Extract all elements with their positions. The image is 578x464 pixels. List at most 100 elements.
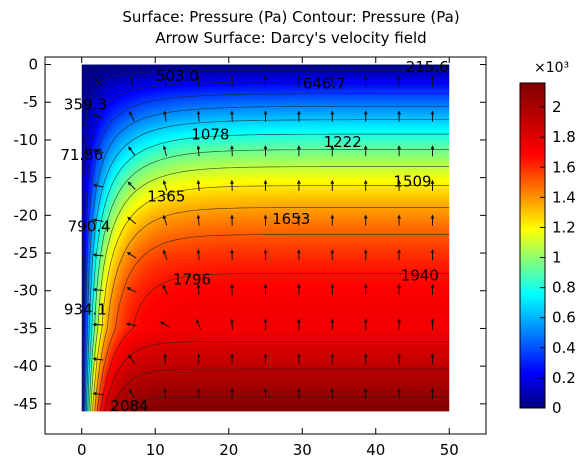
velocity-arrow bbox=[162, 145, 167, 157]
velocity-arrow bbox=[363, 179, 368, 191]
velocity-arrow bbox=[126, 287, 137, 293]
colorbar-tick-label: 2 bbox=[552, 98, 562, 116]
velocity-arrow bbox=[196, 387, 201, 399]
contour-label: 1365 bbox=[147, 188, 185, 206]
contour-label: 71.86 bbox=[60, 146, 103, 164]
velocity-arrow bbox=[127, 181, 136, 190]
velocity-arrow bbox=[397, 353, 401, 365]
y-tick-label: 0 bbox=[28, 56, 38, 74]
velocity-arrow bbox=[230, 179, 234, 191]
velocity-arrow bbox=[128, 388, 136, 399]
velocity-arrow bbox=[92, 218, 104, 223]
velocity-arrow bbox=[363, 387, 368, 399]
y-tick-label: -10 bbox=[14, 131, 39, 149]
colorbar-tick-label: 1.6 bbox=[552, 158, 576, 176]
velocity-arrow bbox=[263, 179, 268, 191]
contour-label: 1796 bbox=[173, 270, 211, 288]
velocity-arrow bbox=[127, 216, 137, 225]
velocity-arrow bbox=[129, 75, 134, 87]
velocity-arrow bbox=[230, 387, 234, 399]
contour-line-13 bbox=[110, 368, 450, 412]
velocity-arrow bbox=[196, 283, 201, 296]
velocity-arrow bbox=[397, 249, 401, 261]
velocity-arrow bbox=[263, 249, 268, 261]
velocity-arrow bbox=[94, 77, 102, 87]
colorbar-tick-label: 0.6 bbox=[552, 309, 576, 327]
velocity-arrow bbox=[263, 387, 268, 399]
velocity-arrow bbox=[230, 214, 234, 226]
contour-label: 646.7 bbox=[303, 74, 346, 92]
velocity-arrow bbox=[163, 353, 167, 365]
colorbar-tick-label: 1.4 bbox=[552, 188, 576, 206]
velocity-arrow bbox=[330, 283, 335, 295]
velocity-arrow bbox=[363, 110, 368, 122]
velocity-arrow bbox=[397, 387, 401, 399]
velocity-arrow bbox=[125, 322, 137, 327]
contour-label: 359.3 bbox=[64, 96, 107, 114]
velocity-arrow bbox=[363, 75, 368, 87]
pressure-contours bbox=[81, 69, 450, 412]
velocity-arrow bbox=[330, 387, 335, 399]
velocity-arrows bbox=[92, 75, 435, 400]
velocity-arrow bbox=[230, 353, 234, 365]
velocity-arrow bbox=[230, 318, 234, 330]
velocity-arrow bbox=[363, 318, 368, 330]
velocity-arrow bbox=[330, 249, 335, 261]
velocity-arrow bbox=[162, 214, 168, 226]
velocity-arrow bbox=[92, 322, 104, 327]
velocity-arrow bbox=[330, 179, 335, 191]
velocity-arrow bbox=[126, 251, 137, 259]
axes: 0 10 20 30 40 50 0 -5 -10 -15 -20 -25 -30 -35 -40 -45 bbox=[14, 56, 486, 459]
contour-line-12 bbox=[104, 341, 450, 412]
velocity-arrow bbox=[92, 357, 104, 361]
velocity-arrow bbox=[430, 145, 435, 157]
velocity-arrow bbox=[297, 353, 301, 365]
y-tick-label: -30 bbox=[14, 282, 39, 300]
velocity-arrow bbox=[263, 110, 268, 122]
velocity-arrow bbox=[162, 249, 168, 261]
velocity-arrow bbox=[92, 113, 104, 120]
colorbar-tick-label: 1.2 bbox=[552, 218, 576, 236]
contour-line-7 bbox=[90, 166, 450, 412]
velocity-arrow bbox=[297, 145, 301, 157]
velocity-arrow bbox=[230, 283, 234, 296]
velocity-arrow bbox=[230, 75, 234, 87]
velocity-arrow bbox=[196, 75, 201, 87]
velocity-arrow bbox=[92, 287, 104, 292]
velocity-arrow bbox=[430, 318, 435, 330]
velocity-arrow bbox=[330, 318, 335, 330]
colorbar-tick-label: 1 bbox=[552, 249, 562, 267]
contour-line-3 bbox=[84, 105, 450, 412]
velocity-arrow bbox=[92, 183, 104, 188]
velocity-arrow bbox=[196, 110, 201, 122]
velocity-arrow bbox=[159, 321, 170, 328]
contour-label: 1078 bbox=[191, 126, 229, 144]
velocity-arrow bbox=[128, 146, 136, 156]
x-tick-label: 50 bbox=[440, 441, 459, 459]
y-tick-label: -45 bbox=[14, 395, 39, 413]
velocity-arrow bbox=[297, 249, 301, 261]
velocity-arrow bbox=[430, 387, 435, 399]
velocity-arrow bbox=[430, 353, 435, 365]
velocity-arrow bbox=[128, 354, 136, 364]
velocity-arrow bbox=[297, 110, 301, 122]
velocity-arrow bbox=[92, 253, 104, 257]
velocity-arrow bbox=[92, 391, 104, 396]
contour-label: 934.1 bbox=[64, 301, 107, 319]
velocity-arrow bbox=[196, 318, 201, 330]
velocity-arrow bbox=[297, 318, 301, 330]
velocity-arrow bbox=[196, 179, 201, 191]
contour-line-2 bbox=[83, 93, 450, 412]
colorbar-ticks: 0 0.2 0.4 0.6 0.8 1 1.2 1.4 1.6 1.8 2 bbox=[540, 98, 576, 417]
velocity-arrow bbox=[397, 110, 401, 122]
chart-title-line-2: Arrow Surface: Darcy's velocity field bbox=[155, 29, 426, 47]
velocity-arrow bbox=[263, 353, 268, 365]
colorbar bbox=[519, 82, 546, 409]
contour-line-4 bbox=[86, 119, 450, 412]
chart-title-line-1: Surface: Pressure (Pa) Contour: Pressure… bbox=[122, 8, 459, 26]
contour-label: 1653 bbox=[272, 210, 310, 228]
velocity-arrow bbox=[363, 249, 368, 261]
velocity-arrow bbox=[263, 283, 268, 295]
velocity-arrow bbox=[363, 214, 368, 226]
velocity-arrow bbox=[196, 249, 201, 261]
